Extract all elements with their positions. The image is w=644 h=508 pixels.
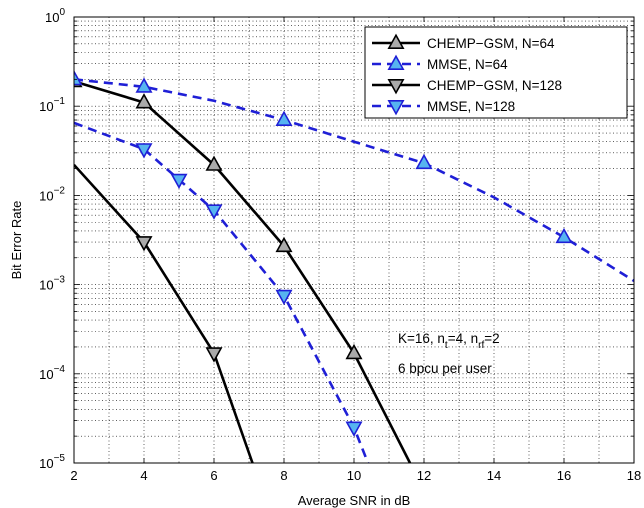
x-tick-label: 2 [70,468,77,483]
y-tick-exponent: −5 [54,453,66,464]
legend-label: MMSE, N=64 [427,57,508,72]
annotation-line-2: 6 bpcu per user [398,361,492,376]
series-2 [74,69,634,283]
annotation-mid: =4, n [448,331,478,346]
y-tick-exponent: −1 [54,96,66,107]
annotation-sub-rf: rf [478,340,484,351]
data-point-marker [135,77,153,93]
y-tick-base: 10 [39,367,53,382]
series-line [74,163,254,463]
data-point-marker [555,227,573,244]
y-tick-base: 10 [39,456,53,471]
series-line [74,78,634,283]
series-4 [74,121,370,463]
data-point-marker [275,110,293,126]
legend-entry: CHEMP−GSM, N=64 [372,33,555,51]
y-tick-base: 10 [39,188,53,203]
y-tick-label: 10−4 [39,364,65,382]
data-point-marker [135,143,153,159]
legend-entry: CHEMP−GSM, N=128 [372,78,562,95]
legend-entry: MMSE, N=64 [372,54,508,72]
y-tick-base: 10 [45,10,59,25]
legend-marker [387,54,405,70]
legend-entry: MMSE, N=128 [372,99,515,116]
legend-label: MMSE, N=128 [427,99,515,114]
data-point-marker [135,236,153,252]
legend-label: CHEMP−GSM, N=128 [427,78,562,93]
data-point-marker [135,93,153,109]
x-tick-labels: 2 4 6 8 10 12 14 16 18 [70,468,641,483]
series-layer [74,69,634,463]
x-tick-label: 14 [487,468,501,483]
annotation-sub-t: t [445,340,448,351]
x-tick-label: 18 [627,468,641,483]
legend-entries: CHEMP−GSM, N=64 MMSE, N=64 CHEMP−GSM, N=12… [372,33,562,116]
y-tick-label: 100 [45,7,65,25]
y-tick-label: 10−5 [39,453,65,471]
series-line [74,80,412,463]
legend: CHEMP−GSM, N=64 MMSE, N=64 CHEMP−GSM, N=12… [364,26,628,119]
annotation: K=16, nt=4, nrf=2 6 bpcu per user [398,331,500,376]
y-tick-exponent: −2 [54,185,66,196]
data-point-marker [74,69,83,86]
x-tick-label: 6 [210,468,217,483]
y-tick-label: 10−2 [39,185,65,203]
legend-marker [387,79,405,95]
x-tick-label: 16 [557,468,571,483]
legend-marker [387,33,405,49]
annotation-end: =2 [484,331,499,346]
data-point-marker [345,421,363,437]
legend-label: CHEMP−GSM, N=64 [427,36,555,51]
x-tick-label: 8 [280,468,287,483]
data-point-marker [415,153,433,170]
y-tick-exponent: −4 [54,364,66,375]
y-axis-label: Bit Error Rate [9,201,24,280]
data-point-marker [205,204,223,220]
y-tick-base: 10 [39,278,53,293]
annotation-line-1: K=16, nt=4, nrf=2 [398,331,500,351]
data-point-marker [275,236,293,253]
plot-frame [73,16,635,464]
data-point-marker [345,343,363,360]
data-point-marker [205,347,223,363]
data-point-marker [205,155,223,171]
data-point-marker [275,289,293,306]
y-tick-label: 10−1 [39,96,65,114]
x-axis-label: Average SNR in dB [298,493,411,508]
y-tick-exponent: −3 [54,275,66,286]
x-tick-label: 10 [347,468,361,483]
data-point-marker [170,173,188,190]
y-tick-label: 10−3 [39,275,65,293]
series-3 [74,163,254,463]
y-tick-base: 10 [39,99,53,114]
x-tick-label: 4 [140,468,147,483]
x-tick-label: 12 [417,468,431,483]
annotation-k: K=16, n [398,331,445,346]
y-tick-exponent: 0 [59,7,65,18]
legend-marker [387,100,405,116]
